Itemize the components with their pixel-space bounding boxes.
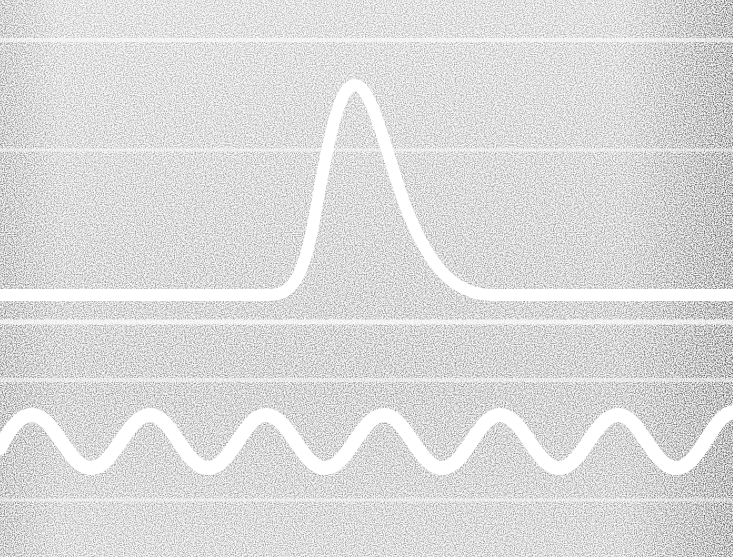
halftone-screen (0, 0, 733, 557)
page (0, 0, 733, 557)
oscilloscope-photo (0, 0, 733, 557)
